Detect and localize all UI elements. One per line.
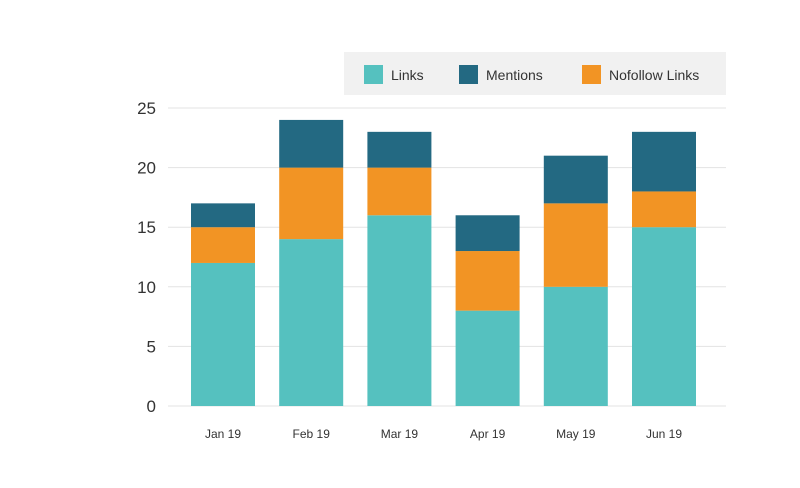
y-tick-label: 20 bbox=[137, 159, 156, 178]
y-axis-ticks: 0 5 10 15 20 25 bbox=[137, 99, 156, 416]
x-tick-label: Feb 19 bbox=[293, 427, 331, 441]
y-tick-label: 25 bbox=[137, 99, 156, 118]
legend-item-mentions: Mentions bbox=[459, 65, 543, 84]
x-tick-label: May 19 bbox=[556, 427, 596, 441]
bar-feb-19-nofollow-links bbox=[279, 167, 344, 240]
y-tick-label: 0 bbox=[147, 397, 156, 416]
x-tick-label: Jun 19 bbox=[646, 427, 682, 441]
x-axis-ticks: Jan 19 Feb 19 Mar 19 Apr 19 May 19 Jun 19 bbox=[205, 427, 682, 441]
bar-jun-19-links bbox=[632, 227, 696, 406]
bar-may-19-links bbox=[543, 286, 608, 406]
bar-jan-19-mentions bbox=[191, 203, 255, 228]
bar-jun-19-nofollow-links bbox=[632, 191, 696, 228]
bar-jun-19-mentions bbox=[632, 131, 696, 192]
bar-feb-19-mentions bbox=[279, 119, 344, 168]
bar-mar-19-nofollow-links bbox=[367, 167, 432, 216]
legend-swatch-links bbox=[364, 65, 383, 84]
legend-item-links: Links bbox=[364, 65, 424, 84]
y-tick-label: 10 bbox=[137, 278, 156, 297]
bar-may-19-mentions bbox=[543, 155, 608, 204]
legend: Links Mentions Nofollow Links bbox=[344, 52, 726, 95]
y-tick-label: 15 bbox=[137, 218, 156, 237]
bar-apr-19-nofollow-links bbox=[455, 251, 520, 311]
y-tick-label: 5 bbox=[147, 337, 156, 356]
legend-label-mentions: Mentions bbox=[486, 66, 543, 83]
x-tick-label: Jan 19 bbox=[205, 427, 241, 441]
x-tick-label: Mar 19 bbox=[381, 427, 419, 441]
legend-label-nofollow-links: Nofollow Links bbox=[609, 66, 700, 83]
legend-swatch-mentions bbox=[459, 65, 478, 84]
legend-item-nofollow-links: Nofollow Links bbox=[582, 65, 699, 84]
bar-may-19-nofollow-links bbox=[543, 203, 608, 287]
bar-mar-19-mentions bbox=[367, 131, 432, 168]
legend-label-links: Links bbox=[391, 66, 424, 83]
bar-jan-19-links bbox=[191, 262, 255, 406]
bar-feb-19-links bbox=[279, 239, 344, 406]
bar-mar-19-links bbox=[367, 215, 432, 406]
legend-swatch-nofollow-links bbox=[582, 65, 601, 84]
bar-apr-19-mentions bbox=[455, 215, 520, 252]
bar-jan-19-nofollow-links bbox=[191, 227, 255, 263]
bars bbox=[191, 119, 696, 406]
x-tick-label: Apr 19 bbox=[470, 427, 506, 441]
bar-apr-19-links bbox=[455, 310, 520, 406]
